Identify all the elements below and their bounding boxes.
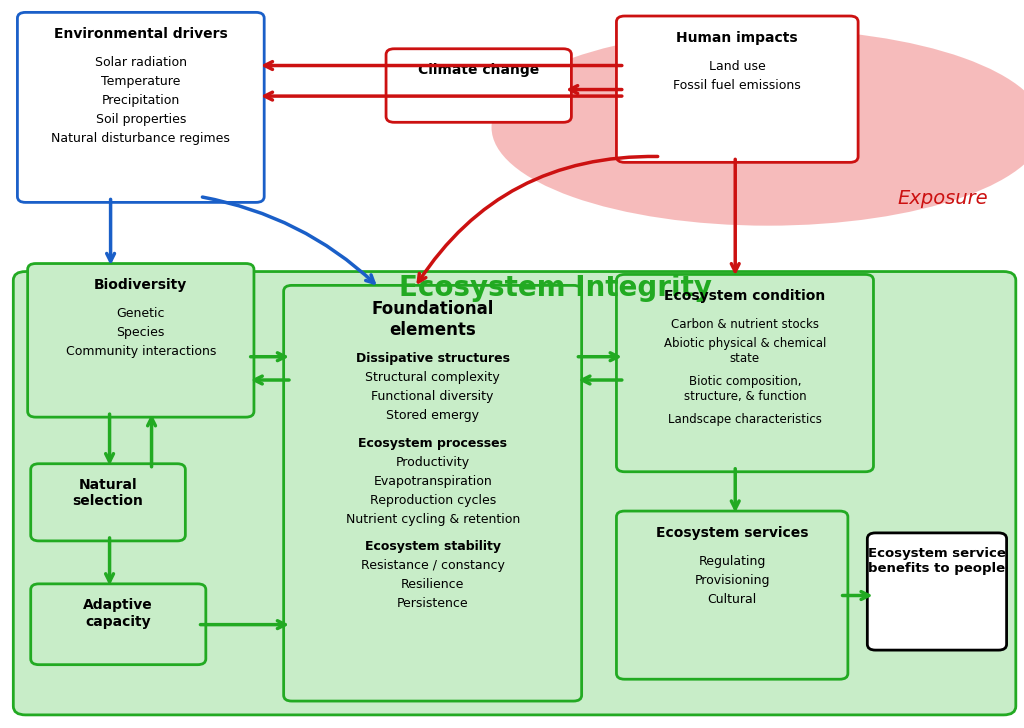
Text: Temperature: Temperature [101,75,180,88]
Text: Resilience: Resilience [401,578,464,591]
Text: Fossil fuel emissions: Fossil fuel emissions [674,79,801,92]
FancyBboxPatch shape [616,274,873,472]
Text: Dissipative structures: Dissipative structures [355,352,510,365]
Text: Regulating: Regulating [698,555,766,568]
Text: Structural complexity: Structural complexity [366,371,500,384]
Text: Functional diversity: Functional diversity [372,390,494,403]
Text: Genetic: Genetic [117,307,165,320]
FancyBboxPatch shape [867,533,1007,650]
Text: Exposure: Exposure [897,189,988,208]
Text: Carbon & nutrient stocks: Carbon & nutrient stocks [671,318,819,331]
Text: Environmental drivers: Environmental drivers [54,27,227,41]
FancyBboxPatch shape [31,584,206,665]
FancyBboxPatch shape [616,511,848,679]
Text: Reproduction cycles: Reproduction cycles [370,494,496,507]
Text: Human impacts: Human impacts [677,31,798,44]
Ellipse shape [492,29,1024,226]
Text: Ecosystem stability: Ecosystem stability [365,540,501,553]
Text: Biodiversity: Biodiversity [94,278,187,292]
Text: Nutrient cycling & retention: Nutrient cycling & retention [345,513,520,526]
Text: Landscape characteristics: Landscape characteristics [668,413,822,426]
Text: Community interactions: Community interactions [66,345,216,358]
Text: Stored emergy: Stored emergy [386,409,479,422]
Text: Productivity: Productivity [395,456,470,469]
FancyBboxPatch shape [17,12,264,202]
FancyBboxPatch shape [28,264,254,417]
Text: Ecosystem services: Ecosystem services [656,526,808,539]
FancyBboxPatch shape [13,272,1016,715]
Text: Ecosystem condition: Ecosystem condition [665,289,825,303]
Text: Ecosystem processes: Ecosystem processes [358,437,507,450]
Text: Provisioning: Provisioning [694,574,770,587]
Text: Evapotranspiration: Evapotranspiration [374,475,492,488]
Text: Climate change: Climate change [418,63,540,77]
Text: Soil properties: Soil properties [95,113,186,126]
FancyBboxPatch shape [386,49,571,122]
Text: Natural disturbance regimes: Natural disturbance regimes [51,132,230,145]
Text: Land use: Land use [709,60,766,73]
Text: Ecosystem Integrity: Ecosystem Integrity [399,274,713,302]
Text: Solar radiation: Solar radiation [95,56,186,69]
FancyBboxPatch shape [616,16,858,162]
FancyBboxPatch shape [284,285,582,701]
Text: Persistence: Persistence [397,597,468,610]
Text: Biotic composition,
structure, & function: Biotic composition, structure, & functio… [684,375,806,403]
Text: Abiotic physical & chemical
state: Abiotic physical & chemical state [664,337,826,365]
Text: Natural
selection: Natural selection [73,478,143,508]
Text: Foundational
elements: Foundational elements [372,300,494,339]
Text: Precipitation: Precipitation [101,94,180,107]
Text: Cultural: Cultural [708,593,757,606]
Text: Adaptive
capacity: Adaptive capacity [83,598,154,628]
Text: Resistance / constancy: Resistance / constancy [360,559,505,572]
FancyBboxPatch shape [31,464,185,541]
Text: Species: Species [117,326,165,339]
Text: Ecosystem service
benefits to people: Ecosystem service benefits to people [868,547,1006,575]
